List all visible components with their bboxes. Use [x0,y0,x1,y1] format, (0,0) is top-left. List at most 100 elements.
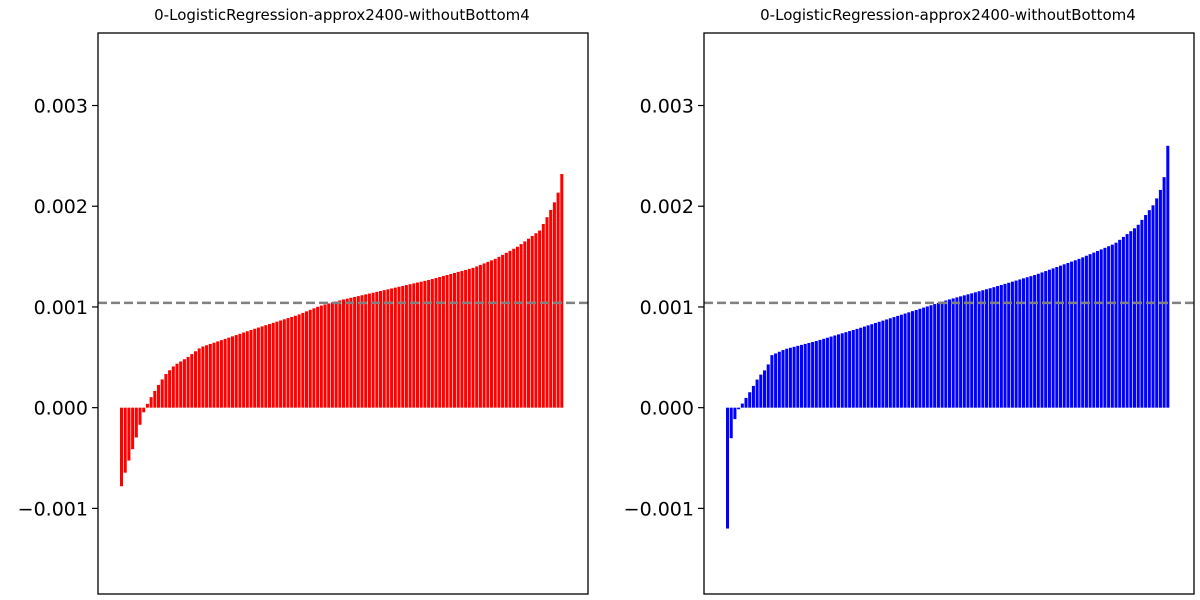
left-bar [375,291,379,408]
right-bar [770,355,774,408]
right-bar [1036,273,1040,408]
right-bar [811,341,815,408]
left-bar [216,341,220,408]
left-bar [390,288,394,408]
left-bar [475,266,479,408]
left-bar [523,241,527,408]
right-bar [1003,283,1007,408]
right-bar [785,348,789,408]
left-bar [530,235,534,408]
left-bar [316,306,320,408]
right-bar [951,298,955,408]
left-bar [401,285,405,408]
left-bar [419,281,423,408]
left-bar [512,248,516,408]
right-bar [1166,145,1170,408]
right-bar [1133,228,1137,408]
right-bar [848,331,852,408]
left-bar [227,337,231,408]
left-bar [327,303,331,408]
left-bar [519,244,523,408]
left-bar [515,246,519,408]
left-bar [231,336,235,408]
right-bar [1055,267,1059,408]
right-bar [970,293,974,408]
right-bar [829,336,833,408]
left-bar [312,308,316,408]
left-bar [238,333,242,408]
left-bar [508,250,512,408]
right-bar [888,318,892,408]
left-bar [453,272,457,408]
right-bar [726,407,730,529]
left-bar [234,335,238,408]
right-chart: 0-LogisticRegression-approx2400-withoutB… [624,6,1195,595]
right-bar [988,288,992,408]
left-bar [434,278,438,408]
left-bar [379,291,383,408]
right-bar [959,296,963,408]
left-bar [478,264,482,408]
left-bar [412,283,416,408]
right-bar [1066,262,1070,408]
right-bar [825,337,829,408]
right-bar [1096,250,1100,408]
left-bar [471,267,475,408]
left-bar [275,321,279,408]
right-bar [985,289,989,408]
left-bar [197,348,201,408]
left-bar [430,279,434,408]
right-ytick-label: −0.001 [624,498,694,520]
left-bar [501,254,505,408]
left-bar [134,407,138,438]
left-bar [168,370,172,408]
right-bar [999,284,1003,408]
left-bar [260,326,264,408]
right-bars [726,145,1170,529]
left-bar [342,299,346,408]
left-bar [427,280,431,408]
left-bar [164,374,168,408]
right-bar [1155,198,1159,408]
left-bar [194,351,198,408]
right-bar [892,317,896,408]
left-ytick-label: 0.000 [34,398,88,420]
right-bar [1121,236,1125,408]
left-bar [245,331,249,408]
right-ytick-label: 0.000 [640,398,694,420]
left-bar [293,315,297,408]
right-bar [1040,272,1044,408]
left-bar [467,268,471,408]
right-bar [781,350,785,408]
left-bar [323,304,327,408]
right-bar [877,321,881,408]
right-bar [911,311,915,408]
left-bar [286,318,290,408]
left-bar [120,407,124,487]
left-bar [212,342,216,408]
right-bar [814,340,818,408]
left-bar [545,217,549,408]
left-bar [253,328,257,408]
left-bar [497,256,501,408]
left-bar [386,289,390,408]
right-bar [918,308,922,408]
left-bar [560,174,564,408]
right-bar [1081,257,1085,408]
right-bar [855,328,859,408]
right-bar [936,302,940,408]
left-bar [279,320,283,408]
left-bar [179,361,183,408]
left-bar [441,276,445,408]
right-bar [981,290,985,408]
right-bar [1044,271,1048,408]
right-bar [1107,246,1111,408]
right-bar [1010,281,1014,408]
right-bar [803,343,807,408]
right-bar [962,295,966,408]
left-bar [334,301,338,408]
right-bar [800,344,804,408]
right-bar [1129,231,1133,408]
left-bar [356,296,360,408]
